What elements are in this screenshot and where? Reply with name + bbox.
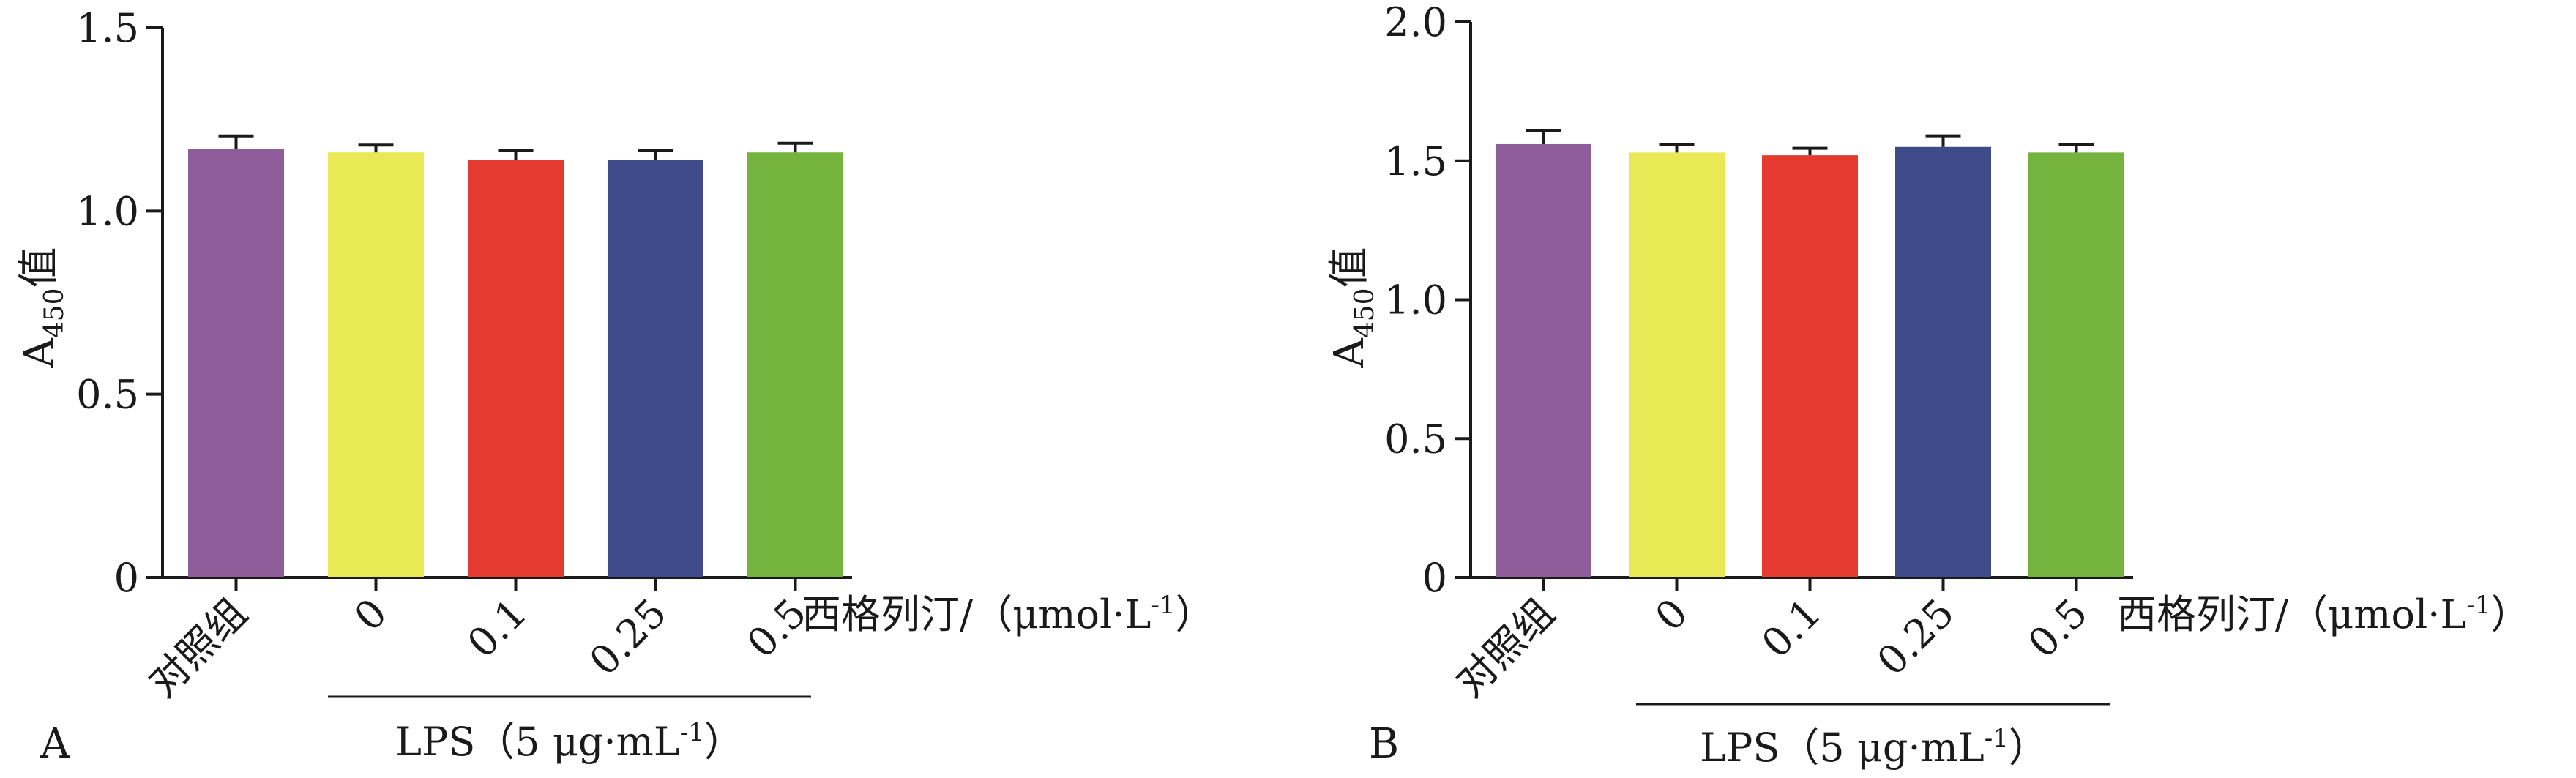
y-axis-label: A450值 [1326, 247, 1380, 368]
x-tick-label: 0 [346, 590, 396, 640]
bar-4 [747, 152, 843, 577]
bar-1 [328, 152, 424, 577]
y-axis-label: A450值 [15, 247, 70, 368]
y-tick-label: 0.5 [76, 372, 139, 418]
group-label-text: LPS（5 μg·mL [395, 719, 680, 765]
bar-0 [188, 149, 284, 578]
x-axis-label-sup: -1 [1151, 591, 1175, 620]
y-axis-label-suffix: 值 [1326, 247, 1373, 288]
x-axis-label-close: ） [2490, 591, 2530, 637]
bar-0 [1496, 143, 1591, 578]
x-tick-label: 0.1 [458, 590, 535, 667]
group-label-sup: -1 [680, 718, 704, 747]
group-label-close: ） [2009, 725, 2048, 771]
x-tick-label: 对照组 [1447, 590, 1564, 706]
group-label-close: ） [704, 719, 744, 765]
x-tick-label: 0.1 [1752, 590, 1829, 667]
x-axis-label-sup: -1 [2466, 591, 2490, 620]
group-label-sup: -1 [1985, 724, 2009, 753]
group-label: LPS（5 μg·mL-1） [1700, 724, 2048, 771]
x-tick-label: 对照组 [140, 590, 256, 706]
y-axis-label-subscript: 450 [1350, 288, 1380, 338]
x-axis-label: 西格列汀/（μmol·L-1） [802, 591, 1214, 637]
group-label-text: LPS（5 μg·mL [1700, 725, 1985, 771]
x-axis-label-text: 西格列汀/（μmol·L [2117, 591, 2466, 637]
y-tick-label: 1.0 [1384, 277, 1447, 323]
x-tick-label: 0 [1646, 590, 1697, 640]
bar-1 [1629, 152, 1725, 578]
y-axis-label-suffix: 值 [15, 247, 63, 288]
bar-2 [468, 160, 564, 578]
y-tick-label: 2.0 [1384, 0, 1447, 45]
y-tick-label: 1.5 [76, 5, 139, 51]
panel-label: A [40, 720, 70, 768]
bar-3 [1895, 146, 1991, 577]
bar-4 [2028, 152, 2124, 578]
x-tick-label: 0.25 [580, 590, 676, 685]
group-label: LPS（5 μg·mL-1） [395, 718, 744, 765]
x-axis-label-text: 西格列汀/（μmol·L [802, 591, 1151, 637]
x-tick-label: 0.5 [2019, 590, 2096, 667]
y-axis-label-main: A [15, 338, 63, 369]
y-tick-label: 1.5 [1384, 138, 1447, 184]
y-axis-label-subscript: 450 [40, 288, 70, 338]
bar-2 [1762, 155, 1858, 577]
y-axis-label-main: A [1326, 338, 1373, 369]
x-axis-label-close: ） [1175, 591, 1214, 637]
bar-3 [608, 160, 703, 578]
y-tick-label: 1.0 [76, 188, 139, 234]
panel-label: B [1369, 720, 1399, 768]
x-axis-label: 西格列汀/（μmol·L-1） [2117, 591, 2530, 637]
x-tick-label: 0.25 [1868, 590, 1963, 685]
y-tick-label: 0 [1422, 555, 1447, 601]
y-tick-label: 0.5 [1384, 416, 1447, 462]
y-tick-label: 0 [114, 555, 139, 601]
